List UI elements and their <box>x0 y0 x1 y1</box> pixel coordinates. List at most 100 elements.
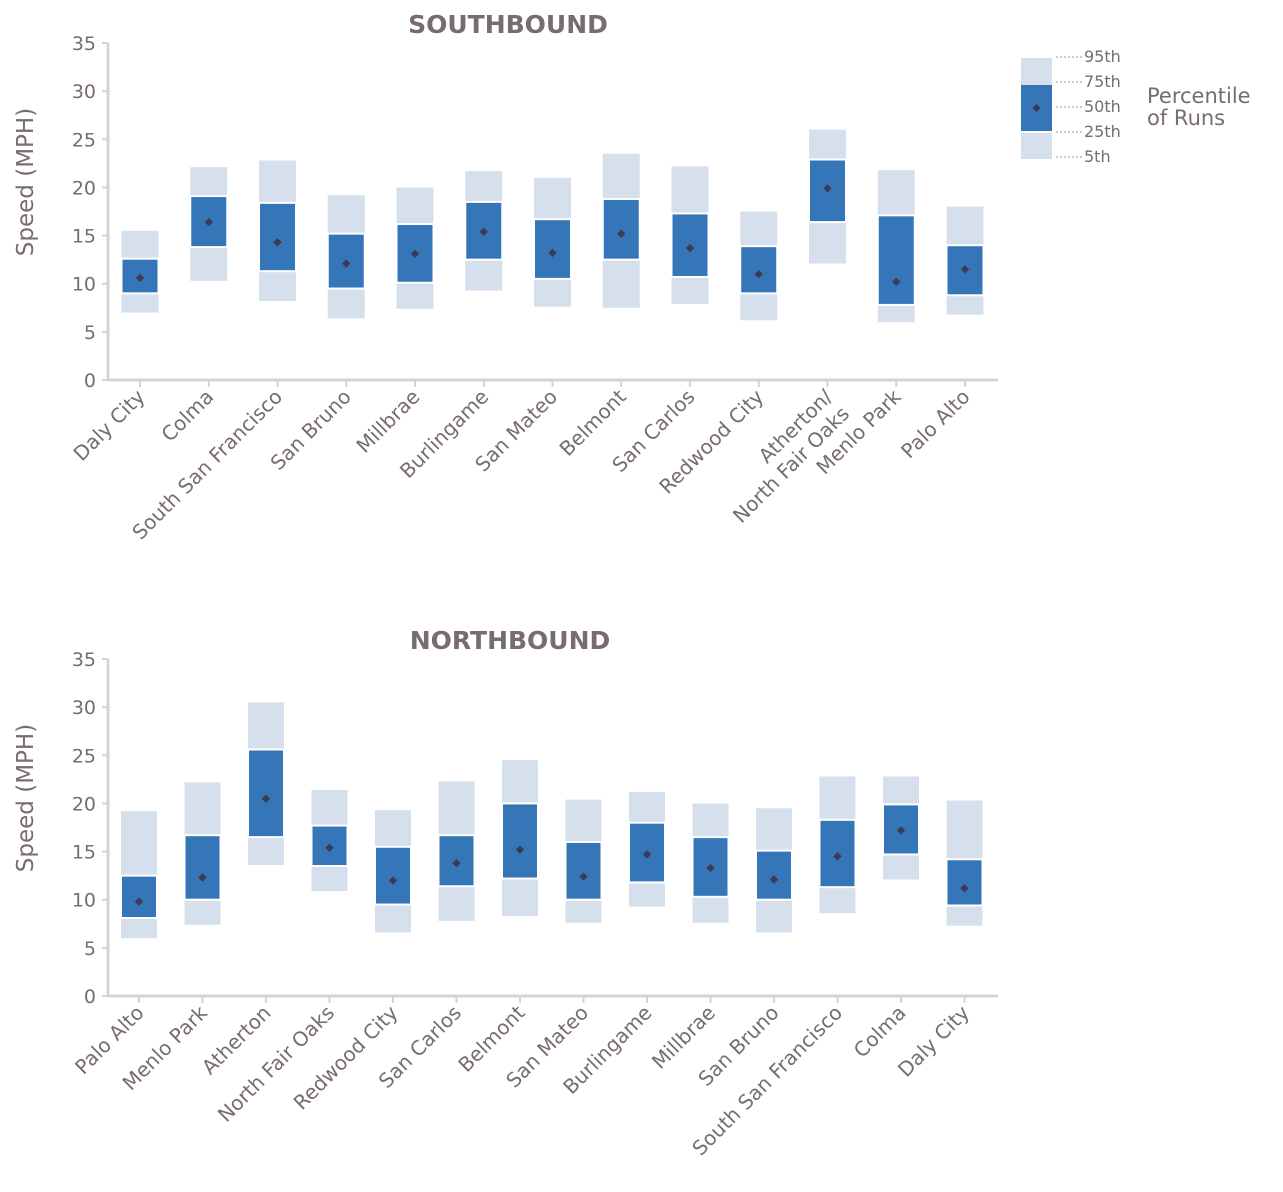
southbound-interquartile-box-san-carlos <box>670 212 710 278</box>
northbound-median-marker-millbrae <box>706 863 715 873</box>
southbound-median-marker-menlo-park <box>892 277 901 286</box>
northbound-y-tick-label: 30 <box>72 697 96 719</box>
southbound-median-marker-palo-alto <box>960 265 970 274</box>
northbound-lower-band-burlingame <box>629 882 665 907</box>
southbound-x-tick-label-colma: Colma <box>156 385 218 447</box>
legend-label-5th: 5th <box>1084 147 1111 166</box>
southbound-lower-band-colma <box>190 247 228 281</box>
southbound-median-marker-atherton-north-fair-oaks <box>823 184 832 193</box>
southbound-interquartile-box-belmont <box>601 197 641 261</box>
northbound-upper-band-san-carlos <box>438 781 475 836</box>
southbound-upper-band-san-mateo <box>534 177 571 220</box>
northbound-median-marker-san-bruno <box>769 875 779 884</box>
southbound-upper-band-burlingame <box>465 171 503 202</box>
southbound-y-tick-label: 15 <box>72 226 96 248</box>
southbound-x-tick-label-daly-city: Daly City <box>68 384 149 465</box>
northbound-y-ticks: 0 5 10 15 20 25 30 35 <box>72 649 108 1008</box>
northbound-chart: NORTHBOUND Speed (MPH) 0 5 10 15 20 25 30 35 Pa… <box>13 626 998 1160</box>
northbound-lower-band-daly-city <box>946 905 983 926</box>
northbound-axes <box>106 659 998 998</box>
northbound-interquartile-box-menlo-park <box>183 834 222 901</box>
northbound-upper-band-burlingame <box>629 791 665 823</box>
northbound-y-tick-label: 15 <box>72 842 96 864</box>
northbound-y-tick-label: 20 <box>72 793 96 815</box>
southbound-y-tick-label: 5 <box>84 322 96 344</box>
northbound-median-marker-menlo-park <box>198 873 207 882</box>
northbound-upper-band-daly-city <box>946 800 983 860</box>
northbound-interquartile-box-san-mateo <box>564 840 603 901</box>
southbound-median-marker-burlingame <box>479 227 488 236</box>
northbound-lower-band-north-fair-oaks <box>311 866 348 892</box>
legend-label-25th: 25th <box>1084 122 1121 141</box>
northbound-y-tick-label: 10 <box>72 890 96 912</box>
legend-title-line-2: of Runs <box>1147 106 1225 130</box>
southbound-lower-band-atherton-north-fair-oaks <box>809 222 846 264</box>
northbound-median-marker-palo-alto <box>134 897 144 906</box>
southbound-interquartile-box-menlo-park <box>876 214 916 306</box>
southbound-interquartile-box-south-san-francisco <box>258 201 297 273</box>
southbound-chart-title: SOUTHBOUND <box>408 10 608 39</box>
legend-title-line-1: Percentile <box>1147 84 1251 108</box>
northbound-median-marker-daly-city <box>960 883 969 893</box>
northbound-upper-band-redwood-city <box>375 810 411 847</box>
southbound-lower-band-belmont <box>602 259 640 308</box>
southbound-lower-band-palo-alto <box>946 295 984 315</box>
northbound-lower-band-palo-alto <box>121 918 157 939</box>
northbound-y-tick-label: 0 <box>84 986 96 1008</box>
southbound-y-axis-label: Speed (MPH) <box>13 108 39 256</box>
southbound-lower-band-burlingame <box>465 259 503 291</box>
percentile-legend: 95th 75th 50th 25th 5th Percentile of Ru… <box>1021 47 1251 166</box>
southbound-chart: SOUTHBOUND Speed (MPH) 0 5 10 15 20 25 30 35 Da… <box>13 10 998 544</box>
northbound-median-marker-san-mateo <box>579 872 588 881</box>
southbound-lower-band-daly-city <box>121 293 159 313</box>
northbound-upper-band-colma <box>883 776 919 805</box>
southbound-y-ticks: 0 5 10 15 20 25 30 35 <box>72 33 108 392</box>
legend-lower-band-swatch <box>1021 133 1052 159</box>
northbound-median-marker-redwood-city <box>388 876 398 885</box>
southbound-lower-band-san-carlos <box>671 276 709 304</box>
northbound-bands <box>120 702 984 939</box>
southbound-upper-band-san-carlos <box>671 166 709 214</box>
northbound-lower-band-redwood-city <box>375 904 411 933</box>
southbound-upper-band-redwood-city <box>740 211 778 247</box>
legend-upper-band-swatch <box>1021 58 1052 85</box>
northbound-lower-band-millbrae <box>692 896 729 923</box>
southbound-upper-band-belmont <box>602 153 640 199</box>
northbound-lower-band-belmont <box>502 878 538 917</box>
southbound-x-tick-label-palo-alto: Palo Alto <box>896 385 974 463</box>
northbound-x-tick-label-north-fair-oaks: North Fair Oaks <box>213 1001 339 1127</box>
northbound-upper-band-palo-alto <box>121 811 157 876</box>
southbound-interquartile-box-burlingame <box>464 200 504 261</box>
southbound-upper-band-millbrae <box>396 187 434 225</box>
northbound-y-tick-label: 5 <box>84 938 96 960</box>
northbound-median-marker-south-san-francisco <box>833 852 842 861</box>
legend-label-75th: 75th <box>1084 72 1121 91</box>
northbound-median-marker-north-fair-oaks <box>325 843 334 852</box>
northbound-y-axis-label: Speed (MPH) <box>13 724 39 872</box>
southbound-median-marker-san-bruno <box>342 259 351 268</box>
southbound-upper-band-san-bruno <box>327 195 365 234</box>
southbound-y-tick-label: 10 <box>72 274 96 296</box>
southbound-median-marker-millbrae <box>410 249 420 259</box>
northbound-median-marker-san-carlos <box>452 858 461 868</box>
northbound-interquartile-box-atherton <box>247 748 285 839</box>
northbound-lower-band-san-bruno <box>756 899 792 933</box>
southbound-median-marker-belmont <box>617 229 626 238</box>
northbound-lower-band-colma <box>883 854 919 880</box>
northbound-chart-title: NORTHBOUND <box>410 626 611 655</box>
southbound-upper-band-colma <box>190 167 228 197</box>
northbound-interquartile-box-redwood-city <box>374 845 412 906</box>
northbound-upper-band-south-san-francisco <box>819 776 856 820</box>
southbound-upper-band-menlo-park <box>877 170 915 216</box>
northbound-upper-band-san-bruno <box>756 808 792 851</box>
southbound-bands <box>120 129 985 323</box>
southbound-lower-band-redwood-city <box>740 293 778 321</box>
northbound-interquartile-box-palo-alto <box>120 874 158 920</box>
northbound-median-marker-burlingame <box>642 850 652 859</box>
southbound-upper-band-south-san-francisco <box>259 160 296 203</box>
southbound-upper-band-palo-alto <box>946 206 984 246</box>
northbound-median-marker-atherton <box>261 794 271 803</box>
northbound-upper-band-belmont <box>502 760 538 804</box>
